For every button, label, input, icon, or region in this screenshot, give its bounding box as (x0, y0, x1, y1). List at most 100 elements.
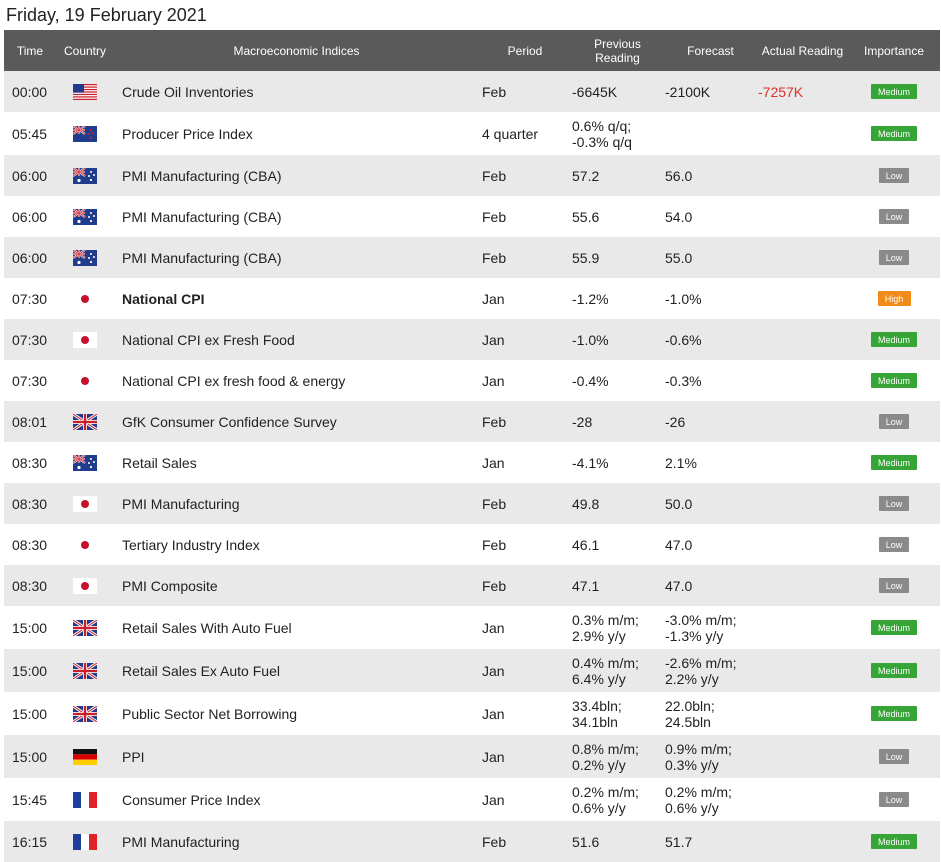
importance-cell: Low (848, 401, 940, 442)
previous-reading-cell: 55.6 (571, 196, 664, 237)
previous-reading-cell: -1.2% (571, 278, 664, 319)
forecast-cell: -3.0% m/m; -1.3% y/y (664, 606, 757, 649)
previous-reading-cell: 0.4% m/m; 6.4% y/y (571, 649, 664, 692)
importance-cell: Medium (848, 606, 940, 649)
previous-reading-cell: 47.1 (571, 565, 664, 606)
uk-flag-icon (73, 662, 97, 679)
table-row: 15:00 Retail Sales Ex Auto Fuel Jan 0.4%… (4, 649, 940, 692)
importance-badge: Low (879, 792, 909, 807)
forecast-cell: 51.7 (664, 821, 757, 862)
time-cell: 07:30 (12, 372, 48, 389)
forecast-line: 51.7 (665, 833, 693, 850)
col-indices-header: Macroeconomic Indices (233, 43, 360, 58)
country-cell (56, 319, 114, 360)
previous-reading-line: -1.2% (572, 290, 609, 307)
forecast-line: 47.0 (665, 577, 693, 594)
actual-reading-cell: -7257K (758, 83, 804, 100)
forecast-line: 50.0 (665, 495, 693, 512)
previous-reading-cell: 57.2 (571, 155, 664, 196)
table-row: 08:30 PMI Composite Feb 47.1 47.0 Low (4, 565, 940, 606)
table-row: 07:30 National CPI ex Fresh Food Jan -1.… (4, 319, 940, 360)
forecast-cell: 0.2% m/m; 0.6% y/y (664, 778, 757, 821)
forecast-line: 55.0 (665, 249, 693, 266)
au-flag-icon (73, 249, 97, 266)
us-flag-icon (73, 83, 97, 100)
importance-badge: Low (879, 749, 909, 764)
country-cell (56, 565, 114, 606)
indicator-name: PPI (122, 748, 145, 765)
country-cell (56, 524, 114, 565)
col-time-header: Time (16, 43, 44, 58)
economic-calendar-table: Time Country Macroeconomic Indices Perio… (4, 30, 940, 862)
period-cell: Feb (482, 413, 507, 430)
previous-reading-line: 47.1 (572, 577, 600, 594)
forecast-cell (664, 112, 757, 155)
period-cell: Feb (482, 249, 507, 266)
importance-badge: Low (879, 168, 909, 183)
jp-flag-icon (73, 372, 97, 389)
jp-flag-icon (73, 331, 97, 348)
period-cell: Feb (482, 167, 507, 184)
previous-reading-cell: 0.3% m/m; 2.9% y/y (571, 606, 664, 649)
actual-reading-cell (757, 649, 848, 692)
time-cell: 15:00 (12, 619, 48, 636)
period-cell: Jan (482, 662, 505, 679)
period-cell: Jan (482, 791, 505, 808)
indicator-name: PMI Manufacturing (122, 833, 240, 850)
indicator-name: PMI Composite (122, 577, 218, 594)
previous-reading-line: 2.9% y/y (572, 627, 626, 644)
period-cell: 4 quarter (482, 125, 539, 142)
table-row: 08:30 PMI Manufacturing Feb 49.8 50.0 Lo… (4, 483, 940, 524)
forecast-cell: -1.0% (664, 278, 757, 319)
country-cell (56, 196, 114, 237)
time-cell: 16:15 (12, 833, 48, 850)
importance-cell: Medium (848, 112, 940, 155)
previous-reading-cell: -1.0% (571, 319, 664, 360)
country-cell (56, 442, 114, 483)
importance-badge: Medium (871, 126, 917, 141)
importance-badge: Low (879, 578, 909, 593)
page-title: Friday, 19 February 2021 (6, 5, 207, 25)
jp-flag-icon (73, 495, 97, 512)
country-cell (56, 735, 114, 778)
previous-reading-line: 55.9 (572, 249, 600, 266)
time-cell: 06:00 (12, 167, 48, 184)
importance-badge: Low (879, 209, 909, 224)
time-cell: 15:45 (12, 791, 48, 808)
table-row: 15:45 Consumer Price Index Jan 0.2% m/m;… (4, 778, 940, 821)
importance-badge: Medium (871, 706, 917, 721)
previous-reading-line: 0.4% m/m; (572, 654, 639, 671)
previous-reading-cell: 46.1 (571, 524, 664, 565)
indicator-name: Tertiary Industry Index (122, 536, 260, 553)
indicator-name: Public Sector Net Borrowing (122, 705, 298, 722)
forecast-cell: -26 (664, 401, 757, 442)
previous-reading-line: 46.1 (572, 536, 600, 553)
actual-reading-cell (757, 319, 848, 360)
forecast-line: 2.2% y/y (665, 670, 719, 687)
previous-reading-line: 0.3% m/m; (572, 611, 639, 628)
forecast-line: -1.0% (665, 290, 702, 307)
time-cell: 15:00 (12, 748, 48, 765)
previous-reading-cell: 55.9 (571, 237, 664, 278)
actual-reading-cell (757, 278, 848, 319)
period-cell: Jan (482, 705, 505, 722)
importance-badge: Medium (871, 620, 917, 635)
importance-cell: Medium (848, 821, 940, 862)
table-row: 06:00 PMI Manufacturing (CBA) Feb 57.2 5… (4, 155, 940, 196)
actual-reading-cell (757, 778, 848, 821)
period-cell: Jan (482, 372, 505, 389)
time-cell: 06:00 (12, 249, 48, 266)
jp-flag-icon (73, 577, 97, 594)
previous-reading-cell: -6645K (571, 71, 664, 112)
period-cell: Feb (482, 536, 507, 553)
table-body: 00:00 Crude Oil Inventories Feb -6645K -… (4, 71, 940, 862)
time-cell: 07:30 (12, 331, 48, 348)
forecast-cell: -0.6% (664, 319, 757, 360)
country-cell (56, 155, 114, 196)
indicator-name: National CPI ex fresh food & energy (122, 372, 346, 389)
table-row: 15:00 Public Sector Net Borrowing Jan 33… (4, 692, 940, 735)
forecast-line: -3.0% m/m; (665, 611, 737, 628)
period-cell: Feb (482, 495, 507, 512)
forecast-cell: 56.0 (664, 155, 757, 196)
actual-reading-cell (757, 112, 848, 155)
